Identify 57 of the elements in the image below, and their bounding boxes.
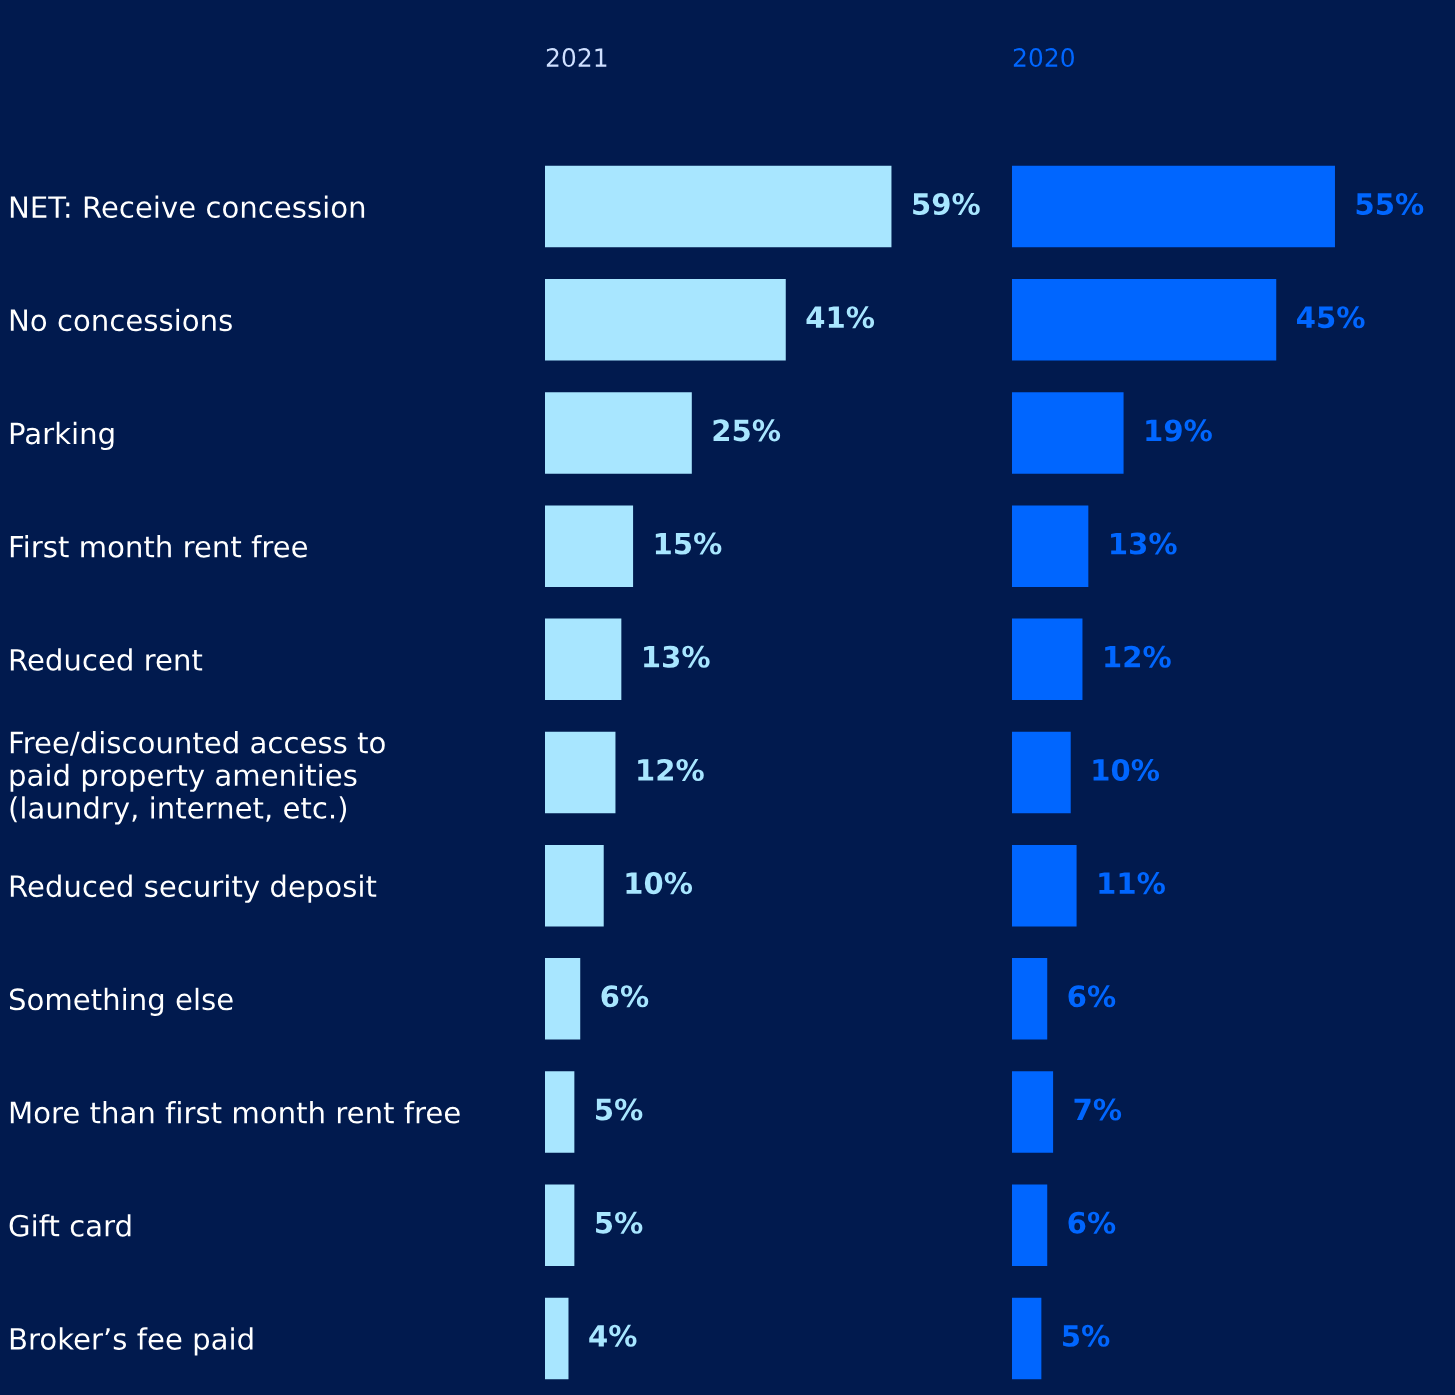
y-tick-label: More than first month rent free [10,1100,460,1124]
chart-title: 2021 [546,48,607,68]
data-label: 13% [644,645,710,668]
y-tick-label: Reduced rent [10,648,203,671]
data-label: 12% [1105,645,1171,668]
y-tick-label: Reduced security deposit [10,874,377,903]
y-tick-label: NET: Receive concession [10,195,365,219]
data-label: 6% [1068,985,1116,1008]
y-tick-label: No concessions [10,308,232,332]
data-label: 15% [655,532,722,555]
data-label: 10% [626,872,693,895]
bar [1012,1184,1048,1266]
bar [545,505,634,587]
bar [545,618,622,701]
bar [1012,392,1124,474]
bar [545,1071,575,1153]
y-tick-label: First month rent free [10,535,308,558]
bar [545,958,581,1040]
bar [545,392,692,474]
y-tick-label: Free/discounted access to paid property amenities (laundry, internet, etc.) [10,730,385,825]
data-label: 19% [1146,419,1212,442]
bar [545,165,892,248]
data-label: 10% [1093,758,1160,781]
chart-title: 2020 [1013,48,1074,68]
data-label: 5% [596,1098,643,1121]
bar [545,731,616,814]
data-label: 59% [913,192,980,216]
data-label: 12% [638,758,704,781]
bar [1012,1297,1042,1380]
data-label: 7% [1074,1098,1122,1121]
bar [1012,958,1048,1040]
bar [1012,844,1077,927]
y-tick-label: Something else [9,987,233,1017]
data-label: 55% [1356,192,1424,216]
data-label: 45% [1297,306,1365,329]
data-label: 41% [806,306,875,329]
y-tick-label: Broker’s fee paid [10,1327,253,1356]
data-label: 6% [1068,1211,1116,1234]
data-label: 13% [1111,532,1177,555]
bar [1012,618,1083,701]
bar [545,1184,575,1266]
bar [545,844,604,927]
bar [1012,731,1071,814]
y-tick-label: Parking [10,421,114,451]
data-label: 5% [596,1211,643,1234]
bar [1012,165,1335,248]
data-label: 5% [1063,1324,1110,1347]
bar [1012,1071,1054,1153]
bar [1012,279,1277,361]
bar [545,279,786,361]
bar [545,1297,569,1380]
data-label: 11% [1099,872,1165,895]
bar [1012,505,1089,587]
data-label: 25% [713,419,781,442]
y-tick-label: Gift card [9,1214,131,1237]
data-label: 6% [601,985,649,1008]
data-label: 4% [589,1324,637,1347]
